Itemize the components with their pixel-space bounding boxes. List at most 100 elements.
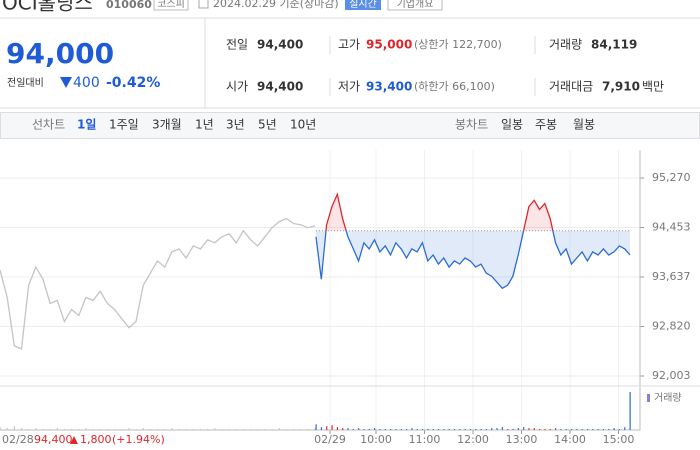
- volume-bar: [480, 429, 482, 430]
- volume-bar: [507, 429, 509, 430]
- volume-bar: [421, 429, 424, 430]
- volume-bar: [395, 429, 397, 430]
- volume-bar: [257, 429, 259, 430]
- volume-bar: [164, 429, 166, 430]
- period-tab[interactable]: 1일: [77, 118, 96, 132]
- period-tab[interactable]: 10년: [290, 118, 316, 132]
- volume-bar: [368, 429, 370, 430]
- volume-bar: [157, 429, 159, 430]
- volume-bar: [613, 428, 615, 430]
- period-tab[interactable]: 1주일: [109, 118, 139, 132]
- quote-label: 전일: [226, 38, 248, 52]
- quote-value: 84,119: [591, 38, 637, 52]
- y-tick-label: 93,637: [652, 270, 691, 283]
- volume-bar: [149, 429, 152, 430]
- volume-bar: [128, 428, 130, 430]
- volume-bar: [185, 429, 187, 430]
- volume-label: 거래량: [654, 392, 682, 404]
- volume-bar: [475, 429, 477, 430]
- stock-code: 010060: [106, 0, 152, 11]
- volume-bar: [278, 428, 280, 430]
- volume-bar: [379, 429, 381, 430]
- volume-bar: [28, 429, 30, 430]
- period-tab[interactable]: 3개월: [152, 118, 182, 132]
- volume-bar: [554, 428, 557, 430]
- volume-bar: [135, 429, 137, 430]
- change: 400: [73, 75, 100, 91]
- volume-bar: [178, 429, 180, 430]
- y-tick-label: 92,003: [652, 369, 691, 382]
- volume-bar: [347, 428, 349, 430]
- realtime-button[interactable]: [345, 0, 381, 10]
- tab-label: 선차트: [32, 118, 65, 132]
- volume-bar: [400, 429, 402, 430]
- tab-label: 봉차트: [455, 118, 488, 132]
- y-tick-label: 95,270: [652, 171, 691, 184]
- company[interactable]: 기업개요: [397, 0, 434, 10]
- quote-value: 93,400: [366, 80, 412, 94]
- volume-bar: [242, 429, 245, 430]
- up-arrow: [70, 436, 78, 444]
- period-tab[interactable]: 1년: [195, 118, 214, 132]
- change-label: 전일대비: [7, 77, 44, 89]
- candle-tab[interactable]: 주봉: [535, 118, 557, 132]
- candle-tab[interactable]: 월봉: [573, 118, 595, 132]
- volume-bar: [448, 429, 450, 430]
- volume-bar: [501, 427, 503, 430]
- x-tick-label: 15:00: [603, 433, 635, 446]
- tabs: 1일 1주일 3개월 1년 3년 5년 10년 일봉 주봉 월봉: [77, 118, 595, 132]
- quote-value: 95,000: [366, 38, 412, 52]
- prev-date: 02/28: [2, 433, 34, 446]
- volume-bar: [78, 429, 80, 430]
- volume-bar: [581, 429, 583, 430]
- volume-bar: [629, 392, 631, 430]
- calendar-icon: [198, 0, 209, 9]
- volume-bar: [597, 429, 599, 430]
- volume-bar: [352, 429, 354, 430]
- volume-bar: [13, 426, 16, 430]
- change-rate: -0.42%: [106, 75, 160, 91]
- volume-bar: [565, 429, 567, 430]
- volume-bar: [624, 427, 626, 430]
- volume-bar: [85, 428, 87, 430]
- volume-bar: [384, 429, 386, 430]
- volume-bar: [300, 429, 302, 430]
- volume-bar: [285, 429, 288, 430]
- x-tick-label: 10:00: [360, 433, 392, 446]
- x-tick-label: 13:00: [506, 433, 538, 446]
- period-tab[interactable]: 5년: [258, 118, 277, 132]
- volume-bar: [437, 429, 440, 430]
- volume-bar: [608, 429, 610, 430]
- chart: 02/29 10:00 11:00 12:00 13:00 14:00 15:00 95,27…: [0, 150, 700, 446]
- volume-bar: [469, 429, 472, 430]
- volume-bar: [199, 429, 202, 430]
- x-tick-label: 12:00: [457, 433, 489, 446]
- volume-bar: [63, 429, 66, 430]
- volume-bar: [459, 429, 461, 430]
- volume-bar: [314, 428, 316, 430]
- volume-bar: [496, 428, 498, 430]
- company-button[interactable]: [387, 0, 443, 11]
- volume-bar: [20, 428, 23, 430]
- quote-label: 시가: [226, 80, 248, 94]
- volume-bar: [192, 429, 194, 430]
- volume-bar: [171, 428, 173, 430]
- candle-tab[interactable]: 일봉: [501, 118, 523, 132]
- volume-bar: [374, 428, 376, 430]
- volume-bar: [49, 429, 51, 430]
- realtime[interactable]: 실시간: [349, 0, 377, 10]
- volume-bar: [320, 427, 323, 430]
- market-badge: [153, 0, 189, 11]
- volume-bar: [602, 429, 605, 430]
- volume-bar: [331, 425, 333, 430]
- volume-bar: [358, 428, 360, 430]
- x-tick-label: 14:00: [554, 433, 586, 446]
- volume-bar: [307, 429, 309, 430]
- volume-bar: [427, 429, 429, 430]
- quote-value: 7,910: [602, 80, 640, 94]
- x-tick-label: 02/29: [314, 433, 346, 446]
- down-arrow: [60, 77, 72, 88]
- area-fill: [316, 194, 630, 289]
- period-tab[interactable]: 3년: [226, 118, 245, 132]
